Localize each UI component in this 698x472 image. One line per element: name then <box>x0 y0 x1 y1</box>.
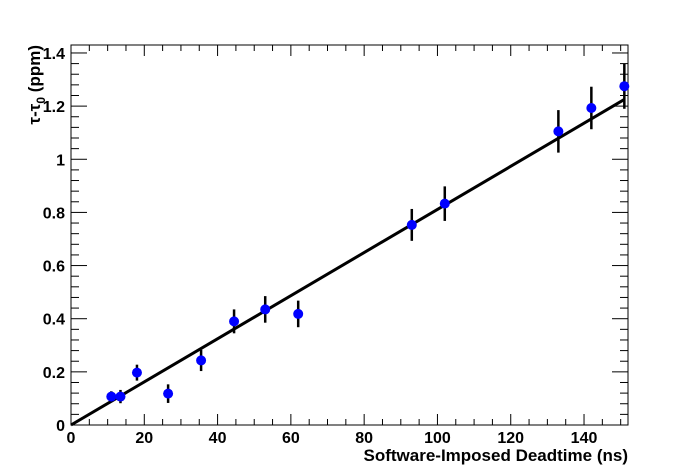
x-tick-label: 20 <box>135 430 153 447</box>
data-point <box>131 367 142 378</box>
data-points-group <box>106 81 630 402</box>
y-tick-label: 1.2 <box>43 99 65 116</box>
x-tick-label: 120 <box>497 430 524 447</box>
data-point <box>553 126 564 137</box>
y-tick-label: 1.4 <box>43 46 65 63</box>
x-tick-label: 80 <box>355 430 373 447</box>
y-tick-label: 0.8 <box>43 205 65 222</box>
y-axis-title: τ-τ0 (ppm) <box>25 45 48 124</box>
data-point <box>106 391 117 402</box>
plot-frame <box>70 44 629 426</box>
data-point <box>260 304 271 315</box>
data-point <box>439 198 450 209</box>
axis-ticks <box>70 45 628 426</box>
errorbars-group <box>110 63 626 404</box>
y-tick-label: 0.6 <box>43 259 65 276</box>
x-tick-label: 60 <box>282 430 300 447</box>
data-point <box>163 388 174 399</box>
y-tick-label: 1 <box>56 152 65 169</box>
x-tick-label: 0 <box>67 430 76 447</box>
x-tick-label: 40 <box>209 430 227 447</box>
axis-tick-labels: 0 20 40 60 80 100 120 140 0 0.2 0.4 0.6 0.8 1 1.2 1.4 <box>43 46 598 447</box>
y-tick-label: 0.4 <box>43 312 65 329</box>
data-point <box>586 102 597 113</box>
y-axis-title-unit: (ppm) <box>25 45 44 97</box>
data-point <box>619 81 630 92</box>
y-tick-label: 0.2 <box>43 365 65 382</box>
y-axis-title-subscript: 0 <box>34 97 48 104</box>
y-tick-label: 0 <box>56 418 65 435</box>
data-point <box>229 316 240 327</box>
data-point <box>196 355 207 366</box>
data-point <box>115 391 126 402</box>
data-point <box>406 219 417 230</box>
x-tick-label: 100 <box>424 430 451 447</box>
y-axis-title-main: τ-τ <box>25 103 44 124</box>
x-tick-label: 140 <box>571 430 598 447</box>
fit-line-group <box>70 98 626 427</box>
data-point <box>293 308 304 319</box>
fit-line <box>70 98 626 427</box>
x-axis-title: Software-Imposed Deadtime (ns) <box>364 446 629 465</box>
